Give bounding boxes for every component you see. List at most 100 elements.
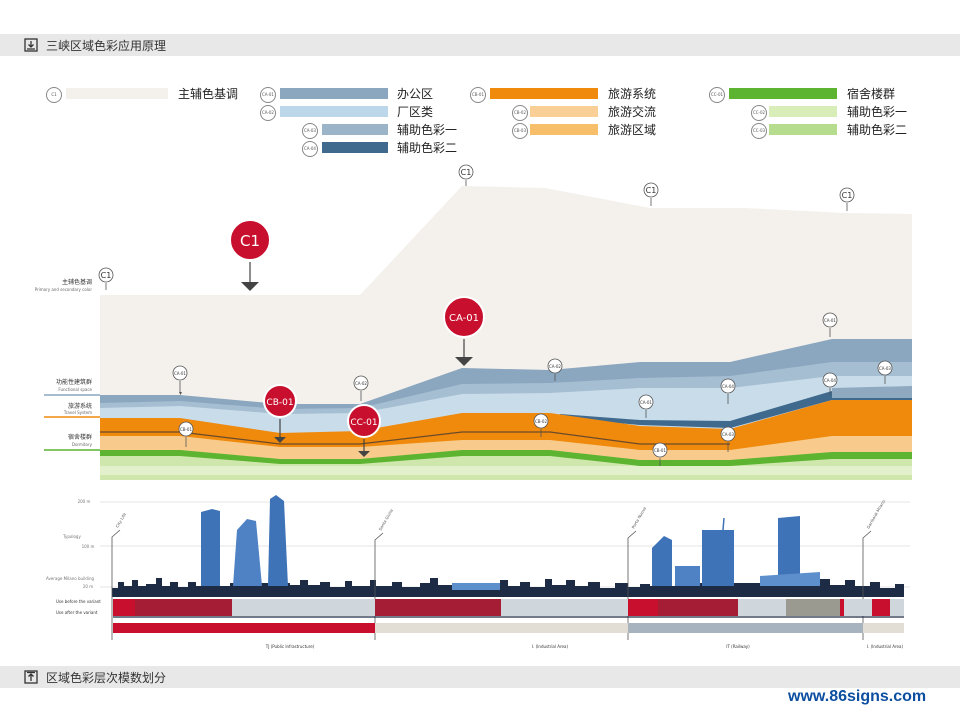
small-marker: CB-01 <box>178 421 194 447</box>
big-marker-cb01: CB-01 <box>263 384 297 443</box>
left-label-primary-en: Primary and secondary color <box>35 287 93 292</box>
legend-label: 辅助色彩一 <box>397 123 458 137</box>
zone-label: I. (Industrial Area) <box>867 644 904 649</box>
svg-text:CC-01: CC-01 <box>350 418 377 428</box>
left-label-primary-cn: 主辅色基调 <box>62 278 92 286</box>
left-label-dormitory-en: Dormitory <box>72 442 93 447</box>
legend-label: 主辅色基调 <box>178 87 239 101</box>
small-marker: CA-01 <box>638 394 654 418</box>
svg-text:CA-02: CA-02 <box>549 364 561 369</box>
legend-swatch-factory <box>280 106 388 117</box>
svg-text:CA-01: CA-01 <box>174 371 186 376</box>
small-marker: CA-01 <box>172 365 188 392</box>
tower-left-3 <box>268 495 288 586</box>
layer-functional-band <box>832 386 912 398</box>
svg-text:CB-01: CB-01 <box>654 448 667 453</box>
zone-label: TJ (Public Infrastructure) <box>265 644 315 649</box>
header-title: 三峡区域色彩应用原理 <box>46 39 167 53</box>
svg-text:C1: C1 <box>646 186 657 195</box>
left-label-functional-cn: 功能性建筑群 <box>56 378 92 386</box>
layer-dormitory-pale <box>100 466 912 475</box>
svg-text:C1: C1 <box>240 232 260 250</box>
svg-text:CA-01: CA-01 <box>640 400 652 405</box>
use-block <box>113 599 135 616</box>
legend-swatch-dorm-aux1 <box>769 106 837 117</box>
svg-text:CB-02: CB-02 <box>535 419 548 424</box>
legend-swatch-dorm-aux2 <box>769 124 837 135</box>
tick-label: 100 m <box>82 544 95 549</box>
small-marker: CA-04 <box>720 378 736 404</box>
small-marker: CB-02 <box>533 413 549 437</box>
legend-label: 辅助色彩二 <box>847 123 908 137</box>
row-label-before: Use before the variant <box>56 599 101 604</box>
svg-text:C1: C1 <box>101 271 112 280</box>
legend-code: CB-02 <box>512 105 528 121</box>
legend-label: 辅助色彩二 <box>397 141 458 155</box>
legend-code: CA-04 <box>302 141 318 157</box>
tower-right-3 <box>702 530 734 586</box>
small-marker: CA-02 <box>353 375 369 401</box>
legend-label: 厂区类 <box>397 105 434 119</box>
zone-strip <box>375 623 628 633</box>
layer-functional-deep <box>560 389 912 428</box>
small-marker: C1 <box>458 164 474 186</box>
legend-code: CB-01 <box>470 87 486 103</box>
svg-text:CA-04: CA-04 <box>824 378 836 383</box>
footer-bar: 区域色彩层次模数划分 <box>0 666 960 688</box>
big-marker-c1: C1 <box>229 219 271 291</box>
legend-code: C1 <box>46 87 62 103</box>
small-marker: CA-03 <box>877 360 893 384</box>
use-block <box>786 599 840 616</box>
legend-code: CC-01 <box>709 87 725 103</box>
pole-city-life <box>111 529 121 640</box>
tick-label: Typology <box>62 534 81 539</box>
legend-label: 宿舍楼群 <box>847 87 896 101</box>
legend-swatch-primary <box>66 88 168 99</box>
pole-label: Santa Giulia <box>378 508 395 532</box>
tower-antenna <box>722 517 725 531</box>
use-block <box>738 599 786 616</box>
legend-label: 旅游系统 <box>608 87 657 101</box>
left-label-dormitory-cn: 宿舍楼群 <box>68 433 92 441</box>
legend-label: 旅游区域 <box>608 123 657 137</box>
legend-swatch-travel <box>490 88 598 99</box>
tower-right-4 <box>778 516 800 586</box>
use-block <box>890 599 904 616</box>
legend-swatch-travel-exchange <box>530 106 598 117</box>
svg-text:CA-03: CA-03 <box>722 432 734 437</box>
legend-swatch-aux2 <box>322 142 388 153</box>
tower-right-1 <box>652 536 672 586</box>
use-block <box>135 599 232 616</box>
small-marker: C1 <box>839 187 855 211</box>
use-block <box>844 599 872 616</box>
left-label-travel-cn: 旅游系统 <box>68 402 92 410</box>
layer-diagram: 主辅色基调 Primary and secondary color 功能性建筑群… <box>35 164 912 480</box>
tower-mid-group <box>452 583 500 590</box>
legend-code: CB-03 <box>512 123 528 139</box>
big-marker-ca01: CA-01 <box>443 296 485 366</box>
tower-right-5 <box>760 572 820 586</box>
svg-text:CA-01: CA-01 <box>449 313 479 324</box>
row-label-after: Use after the variant <box>56 610 98 615</box>
legend-code: CA-03 <box>302 123 318 139</box>
left-label-functional-en: Functional space <box>58 387 92 392</box>
legend-code: CA-02 <box>260 105 276 121</box>
small-marker: CA-04 <box>822 372 838 395</box>
legend-swatch-aux1 <box>322 124 388 135</box>
svg-text:CA-01: CA-01 <box>824 318 836 323</box>
svg-text:CA-02: CA-02 <box>355 381 367 386</box>
tick-label: 200 m <box>78 499 91 504</box>
svg-text:CA-03: CA-03 <box>879 366 891 371</box>
small-marker: CB-01 <box>652 442 668 466</box>
use-block <box>628 599 658 616</box>
zone-strip <box>628 623 863 633</box>
pole-label: City Life <box>115 511 128 528</box>
svg-text:CA-04: CA-04 <box>722 384 734 389</box>
header-bar: 三峡区域色彩应用原理 <box>0 34 960 56</box>
svg-text:CB-01: CB-01 <box>180 427 193 432</box>
layer-travel-line <box>100 431 730 445</box>
use-block <box>658 599 738 616</box>
use-block <box>501 599 628 616</box>
zone-strip <box>863 623 904 633</box>
upload-tray-icon <box>24 670 38 684</box>
